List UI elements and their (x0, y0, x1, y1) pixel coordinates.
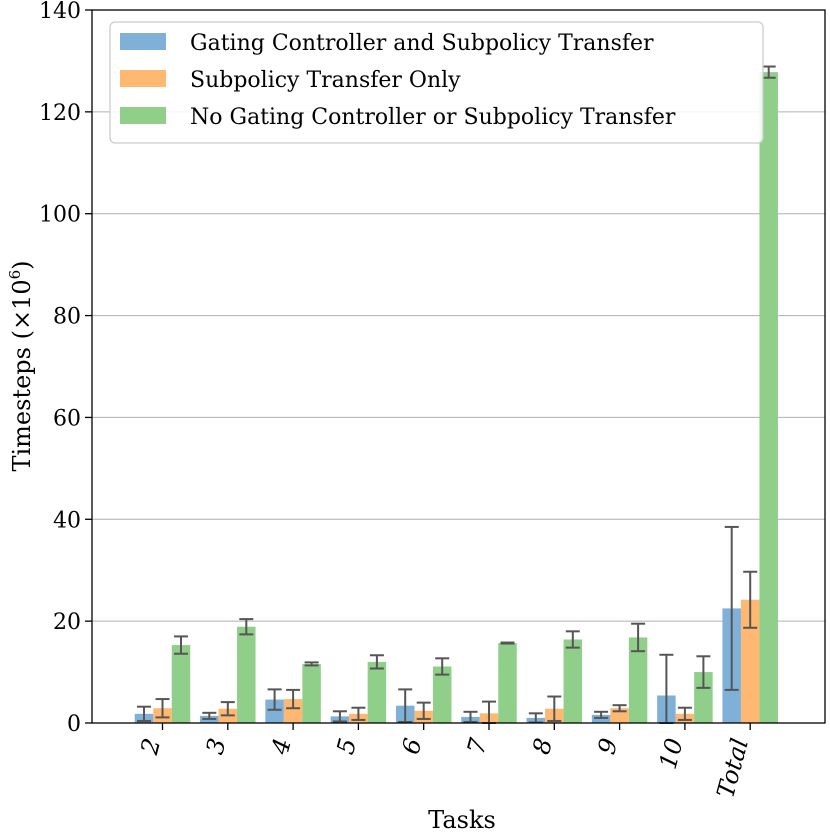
x-tick-label: 9 (592, 735, 623, 757)
bar (694, 672, 713, 723)
x-tick-label: 8 (527, 735, 558, 757)
x-tick-label: 10 (654, 735, 689, 772)
y-tick-label: 40 (53, 508, 81, 533)
x-tick-label: 4 (266, 735, 297, 758)
bar (265, 699, 284, 723)
legend-label: Gating Controller and Subpolicy Transfer (190, 31, 654, 56)
x-tick-label: 5 (331, 735, 362, 757)
y-tick-label: 140 (39, 0, 81, 24)
legend-label: No Gating Controller or Subpolicy Transf… (190, 105, 676, 130)
bar (302, 663, 321, 723)
error-bars-layer (137, 65, 776, 724)
bar (367, 661, 387, 723)
y-tick-label: 100 (39, 203, 81, 228)
y-tick-label: 80 (53, 305, 81, 330)
y-tick-label: 60 (53, 406, 81, 431)
x-axis: 2 3 4 5 6 7 8 9 10 Total (135, 723, 754, 801)
x-axis-label: Tasks (428, 806, 496, 832)
legend-label: Subpolicy Transfer Only (190, 68, 461, 93)
legend-box (109, 21, 764, 144)
bar (432, 666, 452, 723)
bar (498, 643, 517, 723)
legend: Gating Controller and Subpolicy Transfer… (109, 21, 764, 144)
bar (591, 714, 611, 723)
bar (283, 699, 303, 723)
y-axis: 0 20 40 60 80 100 120 140 (39, 0, 92, 737)
legend-swatch (120, 107, 166, 124)
x-tick-label: Total (711, 735, 754, 800)
bar (563, 639, 583, 723)
legend-swatch (120, 70, 166, 87)
x-tick-label: 3 (201, 735, 232, 757)
x-tick-label: 2 (135, 735, 166, 758)
bar (237, 626, 256, 723)
bar (628, 637, 648, 723)
legend-swatch (120, 33, 166, 50)
y-tick-label: 20 (53, 610, 81, 635)
bars-layer (134, 72, 778, 723)
x-tick-label: 7 (462, 735, 493, 758)
plot-frame (91, 9, 826, 724)
bar (759, 72, 778, 723)
x-tick-label: 6 (396, 735, 427, 757)
y-tick-label: 0 (67, 712, 81, 737)
bar (740, 599, 760, 723)
y-tick-label: 120 (39, 101, 81, 126)
bar (171, 645, 191, 723)
y-axis-label: Timesteps (×106) (6, 260, 36, 471)
